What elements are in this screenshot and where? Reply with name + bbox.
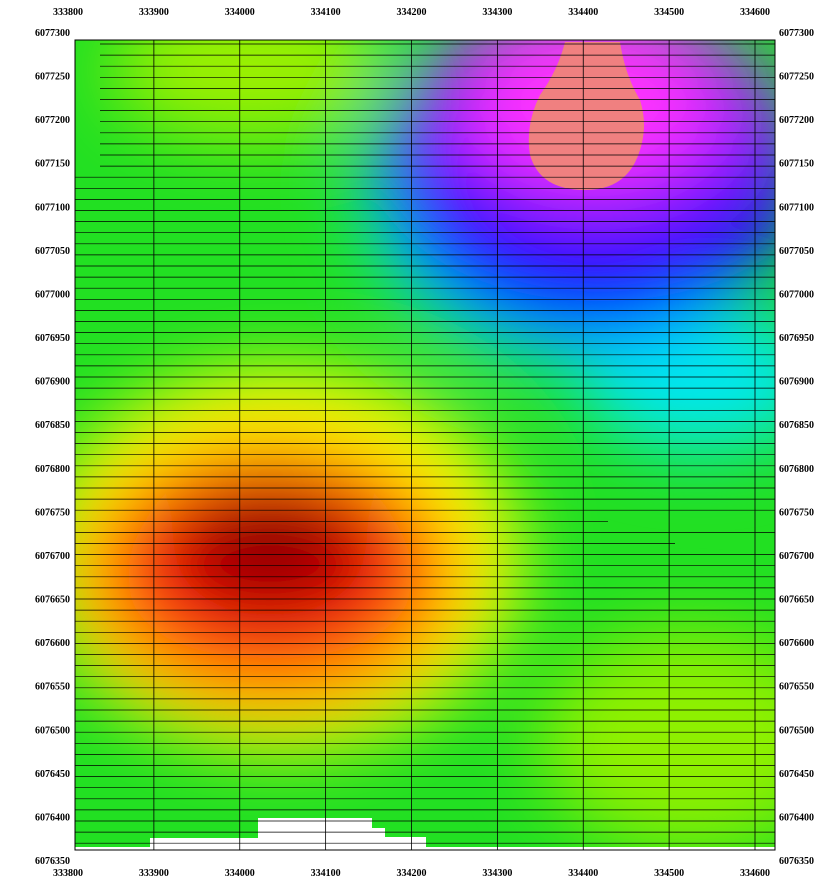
x-tick-label-top: 334300 xyxy=(482,7,512,18)
x-tick-label-top: 334200 xyxy=(397,7,427,18)
y-tick-label-left: 6076700 xyxy=(35,551,70,562)
y-tick-label-left: 6077150 xyxy=(35,159,70,170)
y-tick-label-left: 6076850 xyxy=(35,420,70,431)
x-tick-label-bottom: 333900 xyxy=(139,868,169,879)
x-tick-label-bottom: 333800 xyxy=(53,868,83,879)
x-tick-label-bottom: 334100 xyxy=(311,868,341,879)
y-tick-label-left: 6076750 xyxy=(35,507,70,518)
x-tick-label-top: 334600 xyxy=(740,7,770,18)
x-tick-label-top: 334400 xyxy=(568,7,598,18)
contour-fill xyxy=(75,40,775,850)
y-tick-label-left: 6076500 xyxy=(35,725,70,736)
grid-lines xyxy=(153,40,756,850)
y-tick-label-right: 6076500 xyxy=(779,725,814,736)
y-tick-label-right: 6077300 xyxy=(779,28,814,39)
x-tick-label-top: 334500 xyxy=(654,7,684,18)
y-tick-label-left: 6077200 xyxy=(35,115,70,126)
x-tick-label-bottom: 334200 xyxy=(397,868,427,879)
y-tick-label-left: 6076550 xyxy=(35,682,70,693)
y-tick-label-right: 6077200 xyxy=(779,115,814,126)
y-tick-label-right: 6076650 xyxy=(779,595,814,606)
y-tick-label-right: 6076800 xyxy=(779,464,814,475)
x-tick-label-top: 333800 xyxy=(53,7,83,18)
y-tick-label-right: 6076400 xyxy=(779,812,814,823)
y-tick-label-left: 6077250 xyxy=(35,72,70,83)
y-tick-label-right: 6077050 xyxy=(779,246,814,257)
y-tick-label-right: 6076850 xyxy=(779,420,814,431)
y-tick-label-right: 6077250 xyxy=(779,72,814,83)
y-tick-label-right: 6077100 xyxy=(779,202,814,213)
x-tick-label-bottom: 334500 xyxy=(654,868,684,879)
y-tick-label-right: 6076350 xyxy=(779,856,814,867)
y-tick-label-left: 6077100 xyxy=(35,202,70,213)
y-tick-label-right: 6076700 xyxy=(779,551,814,562)
x-tick-label-bottom: 334000 xyxy=(225,868,255,879)
x-tick-label-bottom: 334600 xyxy=(740,868,770,879)
no-data-area xyxy=(75,818,775,850)
y-tick-label-right: 6076900 xyxy=(779,377,814,388)
y-tick-label-left: 6077000 xyxy=(35,289,70,300)
x-tick-label-bottom: 334300 xyxy=(482,868,512,879)
y-tick-label-left: 6077300 xyxy=(35,28,70,39)
y-tick-label-left: 6076450 xyxy=(35,769,70,780)
x-tick-label-top: 333900 xyxy=(139,7,169,18)
x-tick-label-bottom: 334400 xyxy=(568,868,598,879)
x-tick-label-top: 334100 xyxy=(311,7,341,18)
y-tick-label-right: 6076600 xyxy=(779,638,814,649)
y-tick-label-left: 6076800 xyxy=(35,464,70,475)
y-tick-label-right: 6076750 xyxy=(779,507,814,518)
y-tick-label-right: 6077150 xyxy=(779,159,814,170)
y-tick-label-right: 6076950 xyxy=(779,333,814,344)
y-tick-label-left: 6076650 xyxy=(35,595,70,606)
flight-lines xyxy=(75,43,775,844)
y-tick-label-left: 6076600 xyxy=(35,638,70,649)
y-tick-label-right: 6076450 xyxy=(779,769,814,780)
high-plateau xyxy=(528,42,644,190)
y-tick-label-right: 6076550 xyxy=(779,682,814,693)
y-tick-label-left: 6076900 xyxy=(35,377,70,388)
y-tick-label-left: 6076950 xyxy=(35,333,70,344)
y-tick-label-left: 6076350 xyxy=(35,856,70,867)
axis-labels: 333800 333800 333900 333900 334000 334000 3341… xyxy=(35,7,814,879)
y-tick-label-right: 6077000 xyxy=(779,289,814,300)
x-tick-label-top: 334000 xyxy=(225,7,255,18)
plot-frame xyxy=(74,39,776,851)
y-tick-label-left: 6076400 xyxy=(35,812,70,823)
y-tick-label-left: 6077050 xyxy=(35,246,70,257)
